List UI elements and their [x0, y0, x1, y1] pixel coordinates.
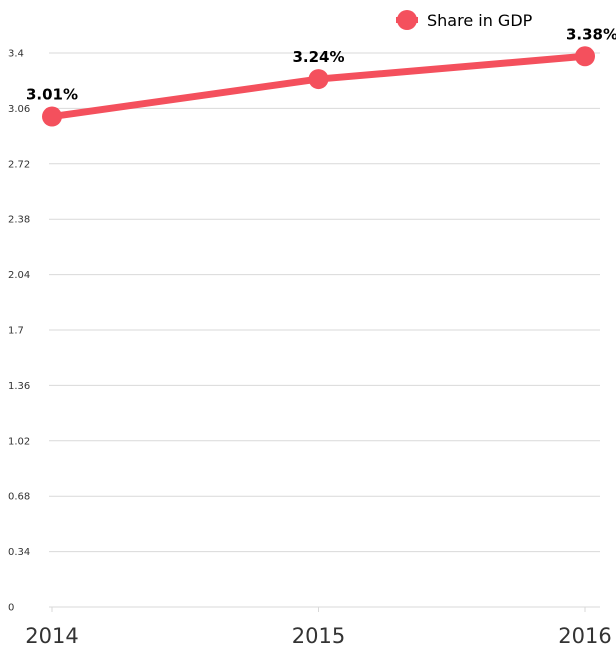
y-tick-label: 0.68	[8, 492, 30, 503]
y-tick-label: 3.4	[8, 49, 24, 60]
legend: Share in GDP	[396, 10, 533, 30]
x-axis: 2014 2015 2016	[25, 607, 612, 648]
data-point	[308, 69, 329, 90]
y-tick-label: 2.38	[8, 215, 30, 226]
y-tick-label: 3.06	[8, 104, 30, 115]
x-tick-label: 2014	[25, 624, 78, 648]
y-tick-label: 0	[8, 603, 14, 614]
legend-marker	[397, 10, 417, 30]
y-tick-label: 1.36	[8, 381, 30, 392]
legend-label: Share in GDP	[427, 11, 533, 30]
data-label: 3.01%	[26, 86, 78, 104]
y-tick-label: 2.72	[8, 159, 30, 170]
grid	[49, 52, 600, 553]
data-point	[575, 46, 595, 67]
data-label: 3.38%	[566, 25, 616, 43]
y-tick-label: 1.7	[8, 326, 24, 337]
y-tick-label: 1.02	[8, 436, 30, 447]
y-axis: 0 0.34 0.68 1.02 1.36 1.7 2.04 2.38 2.72 3.06 3.4	[8, 49, 30, 614]
y-tick-label: 2.04	[8, 270, 30, 281]
data-point	[42, 106, 62, 127]
x-tick-label: 2015	[292, 624, 345, 648]
x-tick-label: 2016	[558, 624, 611, 648]
y-tick-label: 0.34	[8, 547, 30, 558]
series-group: 3.01% 3.24% 3.38%	[26, 25, 616, 127]
data-label: 3.24%	[292, 48, 344, 66]
